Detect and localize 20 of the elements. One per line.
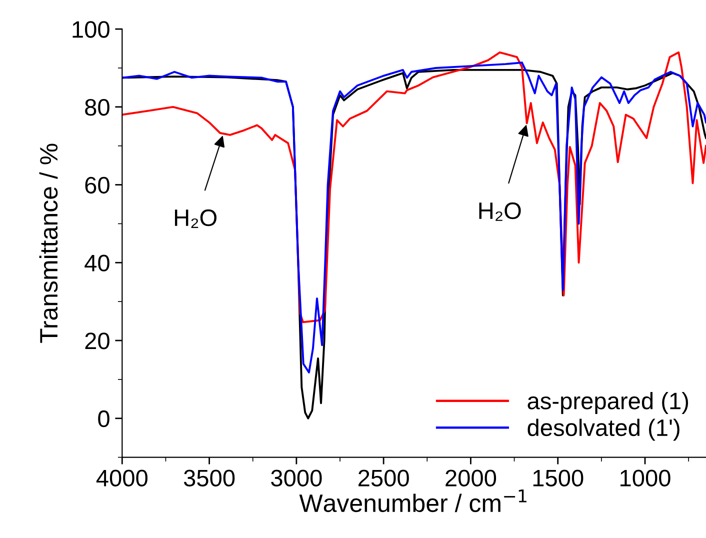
x-tick-label: 3500 xyxy=(184,470,235,486)
x-tick-label: 1000 xyxy=(620,470,670,486)
y-tick-label: 20 xyxy=(85,332,110,350)
x-tick-label: 2500 xyxy=(358,470,409,486)
y-tick-label: 100 xyxy=(72,21,110,38)
y-tick-label: 60 xyxy=(85,176,110,194)
x-tick-label: 3000 xyxy=(271,470,322,486)
annotation: H₂O xyxy=(174,209,216,228)
x-tick-label: 4000 xyxy=(96,470,148,486)
y-tick-label: 80 xyxy=(85,98,110,116)
y-axis-title: Transmittance / % xyxy=(39,144,58,343)
y-tick-label: 0 xyxy=(98,410,110,428)
x-tick-label: 1500 xyxy=(533,470,584,486)
y-tick-label: 40 xyxy=(84,254,110,272)
line-series xyxy=(122,51,706,324)
annotation: H₂O xyxy=(479,202,521,221)
legend-label: as-prepared (1) xyxy=(528,392,688,414)
x-tick-label: 2000 xyxy=(446,470,496,486)
legend-label: desolvated (1') xyxy=(528,418,680,441)
x-axis-title: Wavenumber / cm$^{−1}$ xyxy=(299,490,526,512)
